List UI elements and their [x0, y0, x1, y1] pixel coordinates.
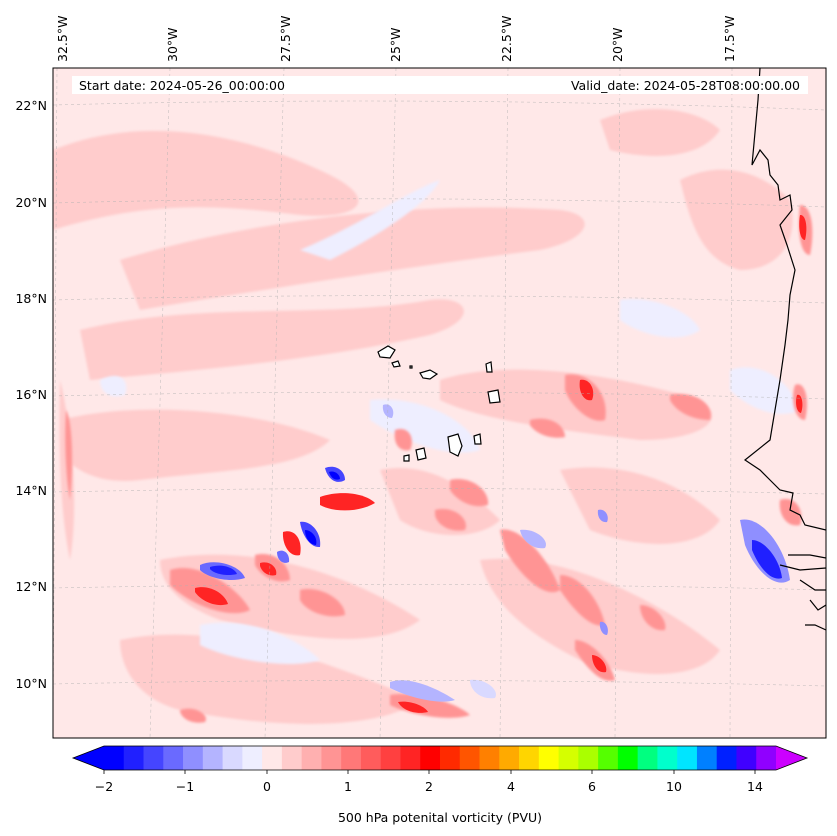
colorbar-segment	[617, 746, 639, 770]
colorbar-segment	[341, 746, 362, 770]
colorbar-tick-labels: −2 −1 0 1 2 4 6 10 14	[95, 779, 763, 794]
lon-label: 27.5°W	[278, 16, 293, 62]
pv-contours-strong	[195, 214, 807, 713]
colorbar-tick-label: −1	[176, 779, 194, 794]
map-panel	[53, 68, 826, 738]
colorbar-tick-label: 6	[588, 779, 596, 794]
graticule	[53, 68, 826, 738]
latitude-labels: 22°N 20°N 18°N 16°N 14°N 12°N 10°N	[15, 98, 47, 691]
colorbar-segment	[736, 746, 757, 770]
colorbar-segment	[657, 746, 678, 770]
colorbar-segment	[499, 746, 520, 770]
colorbar-segment	[538, 746, 559, 770]
colorbar-segment	[578, 746, 599, 770]
colorbar-segment	[756, 746, 777, 770]
map-frame	[52, 67, 827, 739]
colorbar-segment	[696, 746, 718, 770]
colorbar-segment	[123, 746, 144, 770]
valid-date-box	[310, 76, 808, 94]
lon-label: 22.5°W	[499, 16, 514, 62]
colorbar-segment	[202, 746, 223, 770]
lon-label: 32.5°W	[55, 16, 70, 62]
colorbar-segment	[163, 746, 184, 770]
colorbar-under-arrow	[73, 746, 104, 770]
colorbar-tick-label: −2	[95, 779, 113, 794]
colorbar-tick-label: 14	[747, 779, 763, 794]
lat-label: 14°N	[15, 483, 47, 498]
colorbar-segment	[262, 746, 283, 770]
lon-label: 25°W	[388, 27, 403, 62]
lat-label: 10°N	[15, 676, 47, 691]
colorbar-segment	[440, 746, 461, 770]
colorbar-ticks	[103, 770, 756, 774]
start-date-box	[72, 76, 310, 94]
africa-coastline	[743, 68, 826, 631]
lat-label: 22°N	[15, 98, 47, 113]
colorbar-segments	[104, 746, 777, 770]
colorbar-segment	[420, 746, 441, 770]
colorbar-segment	[143, 746, 164, 770]
colorbar-title: 500 hPa potenital vorticity (PVU)	[338, 810, 542, 825]
valid-date-label: Valid_date: 2024-05-28T08:00:00.00	[571, 78, 800, 93]
lat-label: 18°N	[15, 291, 47, 306]
colorbar-tick-label: 0	[263, 779, 271, 794]
longitude-labels: 32.5°W 30°W 27.5°W 25°W 22.5°W 20°W 17.5…	[55, 16, 737, 62]
colorbar-segment	[281, 746, 303, 770]
colorbar-segment	[380, 746, 401, 770]
colorbar-segment	[222, 746, 243, 770]
colorbar-tick-label: 2	[425, 779, 433, 794]
colorbar-segment	[104, 746, 125, 770]
colorbar-segment	[637, 746, 658, 770]
start-date-label: Start date: 2024-05-26_00:00:00	[79, 78, 285, 93]
colorbar: −2 −1 0 1 2 4 6 10 14 500 hPa potenital …	[71, 745, 809, 825]
colorbar-segment	[459, 746, 480, 770]
colorbar-tick-label: 1	[344, 779, 352, 794]
colorbar-segment	[301, 746, 322, 770]
colorbar-segment	[558, 746, 579, 770]
lon-label: 17.5°W	[722, 16, 737, 62]
colorbar-segment	[400, 746, 421, 770]
pv-contours-negative	[200, 404, 790, 702]
cape-verde-islands	[377, 345, 501, 462]
colorbar-segment	[519, 746, 540, 770]
colorbar-segment	[242, 746, 263, 770]
colorbar-tick-label: 4	[507, 779, 515, 794]
colorbar-segment	[321, 746, 342, 770]
colorbar-segment	[183, 746, 204, 770]
colorbar-segment	[677, 746, 698, 770]
colorbar-segment	[716, 746, 737, 770]
lat-label: 16°N	[15, 387, 47, 402]
lon-label: 30°W	[165, 27, 180, 62]
lat-label: 12°N	[15, 579, 47, 594]
colorbar-tick-label: 10	[666, 779, 682, 794]
colorbar-segment	[598, 746, 619, 770]
colorbar-segment	[360, 746, 382, 770]
lon-label: 20°W	[610, 27, 625, 62]
colorbar-over-arrow	[776, 746, 807, 770]
lat-label: 20°N	[15, 195, 47, 210]
colorbar-segment	[479, 746, 500, 770]
